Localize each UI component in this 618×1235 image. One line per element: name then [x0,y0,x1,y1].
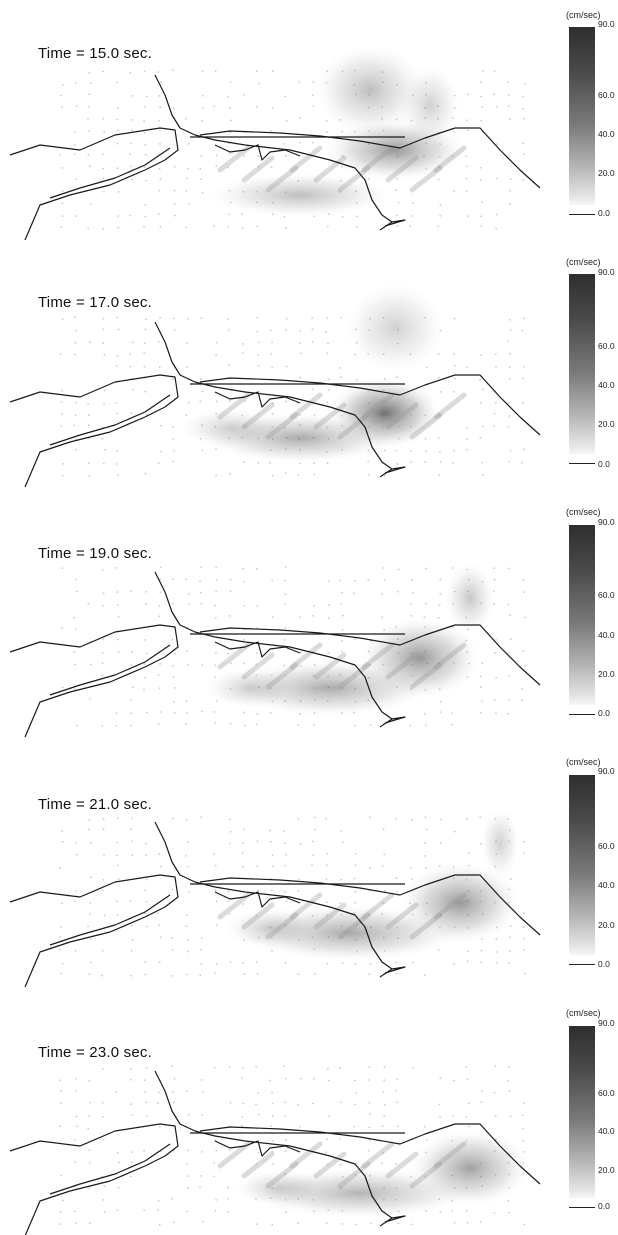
velocity-map-1 [9,45,541,241]
scale-tick-90: 90.0 [598,1018,615,1028]
scale-tick-40: 40.0 [598,129,615,139]
velocity-map-3 [9,563,541,738]
velocity-field [180,283,467,463]
snapshot-panel-4: Time = 21.0 sec. (cm/sec) 90.0 60.0 40.0… [0,749,618,996]
scale-tick-0: 0.0 [598,959,610,969]
scale-tick-40: 40.0 [598,630,615,640]
scale-baseline [569,463,595,464]
color-scale-bar [569,27,595,205]
color-scale-bar [569,1026,595,1198]
unit-label: (cm/sec) [566,1008,601,1018]
unit-label: (cm/sec) [566,757,601,767]
velocity-map-4 [9,808,541,988]
velocity-field [210,45,467,217]
color-scale-bar [569,775,595,955]
scale-baseline [569,1207,595,1208]
snapshot-panel-5: Time = 23.0 sec. (cm/sec) 90.0 60.0 40.0… [0,988,618,1235]
scale-tick-20: 20.0 [598,168,615,178]
velocity-field [217,1130,530,1218]
scale-tick-20: 20.0 [598,1165,615,1175]
scale-tick-40: 40.0 [598,1126,615,1136]
snapshot-panel-2: Time = 17.0 sec. (cm/sec) 90.0 60.0 40.0… [0,249,618,496]
color-scale-bar [569,525,595,705]
time-label: Time = 19.0 sec. [38,545,152,562]
unit-label: (cm/sec) [566,507,601,517]
scale-tick-60: 60.0 [598,590,615,600]
velocity-map-5 [9,1065,541,1235]
scale-tick-40: 40.0 [598,380,615,390]
fault-traces [9,571,541,738]
scale-tick-90: 90.0 [598,19,615,29]
scale-tick-60: 60.0 [598,341,615,351]
scale-tick-60: 60.0 [598,841,615,851]
scale-tick-20: 20.0 [598,920,615,930]
time-label: Time = 15.0 sec. [38,45,152,62]
velocity-field [205,563,495,716]
scale-tick-90: 90.0 [598,267,615,277]
scale-tick-20: 20.0 [598,669,615,679]
grid-dots [59,1065,526,1226]
color-scale-bar [569,274,595,454]
scale-tick-0: 0.0 [598,208,610,218]
scale-tick-20: 20.0 [598,419,615,429]
scale-tick-40: 40.0 [598,880,615,890]
velocity-field [217,808,520,961]
scale-baseline [569,714,595,715]
scale-baseline [569,214,595,215]
fault-traces [9,1070,541,1235]
time-label: Time = 21.0 sec. [38,796,152,813]
unit-label: (cm/sec) [566,10,601,20]
fault-traces [9,74,541,241]
scale-tick-60: 60.0 [598,1088,615,1098]
scale-tick-60: 60.0 [598,90,615,100]
snapshot-panel-1: Time = 15.0 sec. (cm/sec) 90.0 60.0 40.0… [0,0,618,247]
time-label: Time = 17.0 sec. [38,294,152,311]
scale-tick-90: 90.0 [598,766,615,776]
fault-traces [9,321,541,488]
scale-baseline [569,964,595,965]
scale-tick-90: 90.0 [598,517,615,527]
snapshot-panel-3: Time = 19.0 sec. (cm/sec) 90.0 60.0 40.0… [0,499,618,746]
fault-traces [9,821,541,988]
scale-tick-0: 0.0 [598,459,610,469]
scale-tick-0: 0.0 [598,708,610,718]
time-label: Time = 23.0 sec. [38,1044,152,1061]
scale-tick-0: 0.0 [598,1201,610,1211]
unit-label: (cm/sec) [566,257,601,267]
velocity-map-2 [9,283,541,488]
